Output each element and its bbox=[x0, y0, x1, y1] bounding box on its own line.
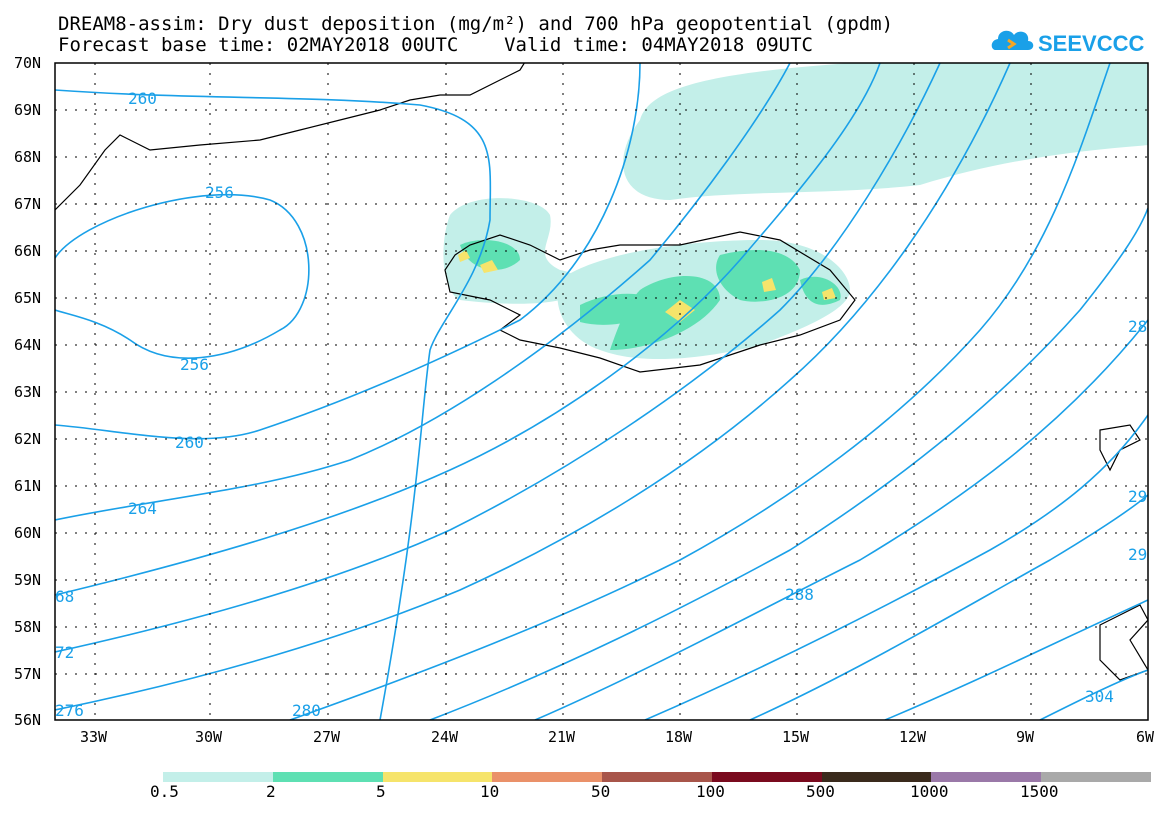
dust-area-high-5 bbox=[458, 250, 470, 262]
lat-label: 57N bbox=[14, 665, 41, 683]
contour-260-south bbox=[55, 63, 641, 440]
contour-label: 260 bbox=[128, 89, 157, 108]
longitude-axis: 33W 30W 27W 24W 21W 18W 15W 12W 9W 6W bbox=[80, 728, 1155, 746]
lat-label: 61N bbox=[14, 477, 41, 495]
contour-label: 68 bbox=[55, 587, 74, 606]
lon-label: 27W bbox=[313, 728, 341, 746]
lat-label: 65N bbox=[14, 289, 41, 307]
lon-label: 18W bbox=[665, 728, 693, 746]
contour-296 bbox=[749, 494, 1148, 720]
lat-label: 69N bbox=[14, 101, 41, 119]
lat-label: 58N bbox=[14, 618, 41, 636]
legend-swatch bbox=[492, 772, 603, 782]
map-subtitle: Forecast base time: 02MAY2018 00UTC Vali… bbox=[58, 34, 813, 56]
legend-swatch bbox=[382, 772, 493, 782]
contour-label: 256 bbox=[205, 183, 234, 202]
legend-swatch bbox=[931, 772, 1042, 782]
contour-280 bbox=[289, 63, 1111, 720]
map-title: DREAM8-assim: Dry dust deposition (mg/m²… bbox=[58, 13, 894, 35]
legend-label: 500 bbox=[806, 782, 835, 801]
legend-swatch bbox=[163, 772, 273, 782]
scotland-coast bbox=[1099, 604, 1148, 681]
lat-label: 63N bbox=[14, 383, 41, 401]
lon-label: 30W bbox=[195, 728, 223, 746]
legend-swatch bbox=[821, 772, 932, 782]
contour-264 bbox=[55, 63, 791, 521]
lon-label: 21W bbox=[548, 728, 576, 746]
contour-label: 280 bbox=[292, 701, 321, 720]
latitude-axis: 70N 69N 68N 67N 66N 65N 64N 63N 62N 61N … bbox=[14, 54, 41, 729]
contour-label: 29 bbox=[1128, 545, 1147, 564]
lon-label: 33W bbox=[80, 728, 108, 746]
legend-label: 1500 bbox=[1020, 782, 1059, 801]
legend-label: 2 bbox=[266, 782, 276, 801]
contour-label: 288 bbox=[785, 585, 814, 604]
legend-label: 100 bbox=[696, 782, 725, 801]
legend-label: 0.5 bbox=[150, 782, 179, 801]
lon-label: 15W bbox=[782, 728, 810, 746]
dust-area-high-2 bbox=[762, 278, 776, 292]
dust-area-mid-5 bbox=[460, 240, 520, 270]
lat-label: 68N bbox=[14, 148, 41, 166]
dust-area-mid-2 bbox=[610, 276, 720, 350]
dust-area-high-4 bbox=[480, 260, 498, 273]
lon-label: 9W bbox=[1016, 728, 1035, 746]
lat-label: 59N bbox=[14, 571, 41, 589]
map-frame bbox=[54, 62, 1149, 721]
contour-256 bbox=[55, 193, 310, 359]
dust-area-high-1 bbox=[665, 300, 695, 322]
seevccc-logo: SEEVCCC bbox=[991, 30, 1144, 56]
contour-label: 260 bbox=[175, 433, 204, 452]
legend-label: 50 bbox=[591, 782, 611, 801]
lon-label: 12W bbox=[899, 728, 927, 746]
lat-label: 62N bbox=[14, 430, 41, 448]
color-legend bbox=[163, 772, 1152, 782]
legend-label: 10 bbox=[480, 782, 500, 801]
legend-swatch bbox=[711, 772, 822, 782]
lon-label: 24W bbox=[431, 728, 459, 746]
contour-288 bbox=[534, 319, 1148, 720]
lat-label: 70N bbox=[14, 54, 41, 72]
contour-272 bbox=[55, 63, 941, 653]
legend-swatch bbox=[1041, 772, 1152, 782]
dust-area-north bbox=[623, 63, 1148, 200]
contour-label: 28 bbox=[1128, 317, 1147, 336]
contour-284 bbox=[429, 207, 1148, 720]
contour-304 bbox=[1039, 669, 1148, 720]
contour-label: 29 bbox=[1128, 487, 1147, 506]
contour-260-north bbox=[55, 89, 492, 720]
dust-area-high-3 bbox=[822, 288, 836, 300]
contour-300 bbox=[884, 599, 1148, 720]
lat-label: 66N bbox=[14, 242, 41, 260]
lat-label: 64N bbox=[14, 336, 41, 354]
contour-label: 264 bbox=[128, 499, 157, 518]
legend-swatch bbox=[272, 772, 383, 782]
contour-268 bbox=[55, 63, 881, 596]
legend-swatch bbox=[602, 772, 712, 782]
greenland-coastline bbox=[55, 63, 526, 211]
legend-label: 1000 bbox=[910, 782, 949, 801]
legend-label: 5 bbox=[376, 782, 386, 801]
contour-label: 276 bbox=[55, 701, 84, 720]
contour-292 bbox=[644, 414, 1148, 720]
lon-label: 6W bbox=[1136, 728, 1155, 746]
contour-276 bbox=[55, 63, 1011, 711]
lat-label: 56N bbox=[14, 711, 41, 729]
contour-label: 256 bbox=[180, 355, 209, 374]
contour-label: 304 bbox=[1085, 687, 1114, 706]
logo-text: SEEVCCC bbox=[1038, 31, 1144, 56]
iceland-coastline bbox=[444, 231, 856, 373]
lat-label: 60N bbox=[14, 524, 41, 542]
lat-label: 67N bbox=[14, 195, 41, 213]
contour-label: 72 bbox=[55, 643, 74, 662]
